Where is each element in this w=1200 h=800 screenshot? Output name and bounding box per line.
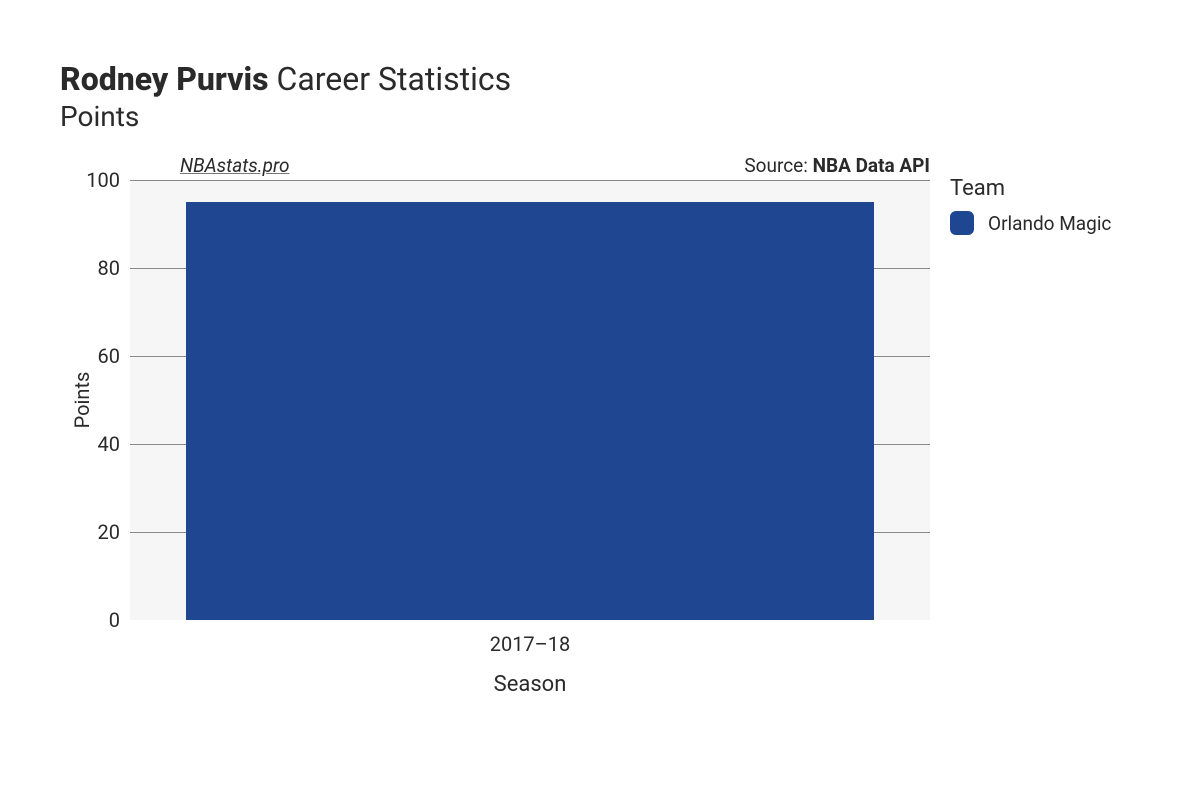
y-axis-label: Points xyxy=(70,372,94,429)
legend-swatch xyxy=(950,211,974,235)
title-suffix: Career Statistics xyxy=(269,60,512,98)
title-player-name: Rodney Purvis xyxy=(60,60,269,98)
y-tick-label: 60 xyxy=(98,344,130,368)
legend-label: Orlando Magic xyxy=(988,212,1111,235)
watermark-label: NBAstats.pro xyxy=(180,154,290,177)
legend-title: Team xyxy=(950,176,1130,201)
chart-container: Rodney Purvis Career Statistics Points N… xyxy=(0,0,1200,800)
x-tick-label: 2017–18 xyxy=(490,620,571,656)
y-tick-label: 80 xyxy=(98,256,130,280)
grid-line xyxy=(130,180,930,181)
legend-items: Orlando Magic xyxy=(950,211,1130,235)
y-tick-label: 20 xyxy=(98,520,130,544)
source-prefix: Source: xyxy=(744,154,812,177)
chart-subtitle: Points xyxy=(60,100,1160,133)
source-label: Source: NBA Data API xyxy=(744,154,930,177)
x-axis-label: Season xyxy=(494,672,567,697)
y-tick-label: 40 xyxy=(98,432,130,456)
chart-title: Rodney Purvis Career Statistics xyxy=(60,60,1160,98)
legend-item: Orlando Magic xyxy=(950,211,1130,235)
source-name: NBA Data API xyxy=(813,154,930,177)
y-tick-label: 0 xyxy=(109,608,130,632)
y-tick-label: 100 xyxy=(86,168,130,192)
bar xyxy=(186,202,874,620)
chart-wrap: NBAstats.pro Source: NBA Data API 020406… xyxy=(60,180,1140,740)
legend: Team Orlando Magic xyxy=(950,176,1130,235)
plot-area: NBAstats.pro Source: NBA Data API 020406… xyxy=(130,180,930,620)
